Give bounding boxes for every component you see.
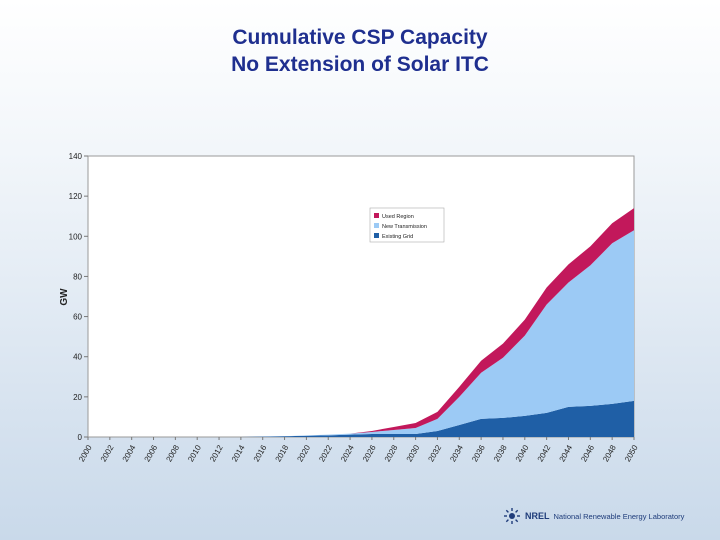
x-tick-label: 2046 <box>579 443 596 463</box>
x-tick-label: 2026 <box>361 443 378 463</box>
slide-title: Cumulative CSP Capacity No Extension of … <box>0 24 720 78</box>
y-axis-label: GW <box>59 288 70 306</box>
x-tick-label: 2036 <box>470 443 487 463</box>
y-tick-label: 100 <box>69 232 83 241</box>
x-tick-label: 2016 <box>252 443 269 463</box>
logo-acronym: NREL <box>525 511 550 521</box>
area-series-used-region <box>88 208 634 437</box>
x-tick-label: 2018 <box>274 443 291 463</box>
x-tick-label: 2038 <box>492 443 509 463</box>
x-tick-label: 2008 <box>164 443 181 463</box>
x-tick-label: 2032 <box>426 443 443 463</box>
x-tick-label: 2014 <box>230 443 247 463</box>
x-tick-label: 2000 <box>77 443 94 463</box>
x-tick-label: 2024 <box>339 443 356 463</box>
x-tick-label: 2040 <box>514 443 531 463</box>
x-tick-label: 2030 <box>405 443 422 463</box>
legend-swatch <box>374 223 379 228</box>
area-series-existing-grid <box>88 400 634 437</box>
x-tick-label: 2028 <box>383 443 400 463</box>
x-tick-label: 2010 <box>186 443 203 463</box>
nrel-logo: NREL National Renewable Energy Laborator… <box>503 505 684 527</box>
y-tick-label: 20 <box>73 393 82 402</box>
x-tick-label: 2004 <box>121 443 138 463</box>
legend-label: New Transmission <box>382 224 427 230</box>
x-tick-label: 2006 <box>143 443 160 463</box>
logo-org-name: National Renewable Energy Laboratory <box>553 511 685 521</box>
legend-label: Existing Grid <box>382 234 413 240</box>
x-tick-label: 2048 <box>601 443 618 463</box>
y-axis: 0 20 40 60 80 100 120 140 <box>69 152 88 442</box>
y-tick-label: 120 <box>69 192 83 201</box>
x-tick-label: 2020 <box>295 443 312 463</box>
y-tick-label: 140 <box>69 152 83 161</box>
x-axis: 2000 2002 2004 2006 2008 2010 2012 2014 2016 2018… <box>77 437 640 463</box>
y-tick-label: 40 <box>73 353 82 362</box>
x-tick-label: 2050 <box>623 443 640 463</box>
nrel-sun-icon <box>504 508 520 524</box>
x-tick-label: 2012 <box>208 443 225 463</box>
legend-label: Used Region <box>382 214 414 220</box>
y-tick-label: 0 <box>78 433 83 442</box>
x-tick-label: 2044 <box>558 443 575 463</box>
legend-box <box>369 207 445 243</box>
x-tick-label: 2022 <box>317 443 334 463</box>
chart-areas <box>88 208 634 437</box>
x-tick-label: 2034 <box>448 443 465 463</box>
title-line-1: Cumulative CSP Capacity <box>232 26 488 49</box>
y-tick-label: 60 <box>73 313 82 322</box>
legend-swatch <box>374 213 379 218</box>
legend: Used Region New Transmission Existing Grid <box>369 207 445 243</box>
title-line-2: No Extension of Solar ITC <box>231 53 489 76</box>
legend-swatch <box>374 233 379 238</box>
x-tick-label: 2002 <box>99 443 116 463</box>
y-tick-label: 80 <box>73 272 82 281</box>
area-series-new-transmission <box>88 230 634 437</box>
x-tick-label: 2042 <box>536 443 553 463</box>
